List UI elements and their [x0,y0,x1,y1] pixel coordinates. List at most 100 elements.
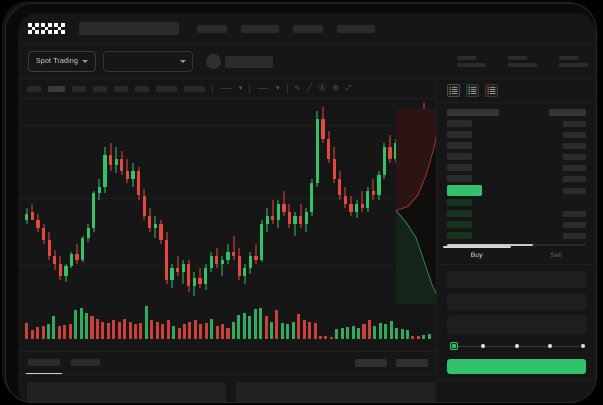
order-book[interactable] [437,103,596,241]
candle [360,103,364,296]
candle [136,103,141,296]
candle-body [81,237,85,260]
market-stat [457,56,486,67]
candle-body [343,195,347,204]
order-tab-sell[interactable]: Sell [550,252,563,259]
global-search-input[interactable] [79,22,179,35]
candle [293,103,297,296]
orderbook-size [563,175,586,182]
timeframe-button-6[interactable] [156,85,177,92]
candle-wick [182,259,184,284]
volume-bar [324,336,328,339]
candle [215,103,219,296]
okx-logo[interactable] [28,23,65,34]
top-nav [18,13,596,45]
magnet-icon[interactable]: Ⓐ [318,85,326,92]
bottom-tab-order-history[interactable] [71,359,100,366]
volume-bar [90,316,94,339]
volume-bar [210,319,214,339]
pencil-icon[interactable]: ╱ [307,85,312,92]
active-tab-underline [443,246,511,248]
candle [30,103,34,296]
timeframe-button-3[interactable] [93,85,107,92]
orderbook-header [447,107,586,118]
orderbook-mode-both-icon[interactable] [447,84,460,97]
candle-body [237,255,241,276]
slider-stop-100[interactable] [581,344,585,348]
chart-type-chevron-icon[interactable]: ▾ [238,85,243,92]
timeframe-button-0[interactable] [27,85,41,92]
order-amount-input[interactable] [447,293,586,310]
candle [259,103,264,296]
orderbook-mode-asks-icon[interactable] [485,84,498,97]
candle-wick [294,211,296,236]
nav-link-4[interactable] [337,24,375,33]
timeframe-button-1[interactable] [48,85,65,92]
settings-gear-icon[interactable]: ⚙ [332,85,339,92]
price-chart[interactable] [18,99,436,302]
slider-handle[interactable] [450,342,458,350]
candle-body [265,215,269,224]
timeframe-button-5[interactable] [135,85,149,92]
amount-percent-slider[interactable] [450,341,585,351]
candle-body [109,155,113,166]
nav-link-3[interactable] [293,24,323,33]
divider [437,102,596,103]
candle-body [338,179,342,196]
volume-bar [85,312,89,339]
volume-bar [193,319,197,339]
drawing-line-icon[interactable]: ∿ [294,85,301,92]
orderbook-price [447,221,472,228]
candle-body [259,223,264,260]
slider-stop-50[interactable] [514,344,519,348]
orderbook-bid-row [447,208,586,219]
candle-body [53,255,57,264]
order-tab-buy[interactable]: Buy [437,246,517,264]
candle-body [366,191,370,208]
timeframe-button-7[interactable] [184,85,205,92]
compare-icon[interactable]: ⸺ [257,85,269,92]
volume-bar [416,336,420,339]
indicators-icon[interactable]: ⸺ [220,85,232,92]
candle [287,103,292,296]
market-stat-value [457,63,486,67]
nav-link-1[interactable] [197,24,227,33]
fullscreen-icon[interactable]: ⤢ [345,85,352,92]
candle [377,103,381,296]
candle [254,103,258,296]
candle-body [394,143,398,160]
bottom-action-2[interactable] [396,358,428,367]
candle-body [25,213,29,220]
volume-bar [128,321,132,339]
trading-pair-select[interactable] [103,51,194,72]
timeframe-button-2[interactable] [72,85,86,92]
timeframe-button-4[interactable] [114,85,128,92]
orderbook-size [563,131,586,138]
orderbook-price [447,142,472,149]
candle [204,103,208,296]
market-stats [457,56,596,67]
order-price-input[interactable] [447,271,586,288]
bottom-action-1[interactable] [355,358,387,367]
candle [321,103,325,296]
volume-bar [215,325,219,339]
order-form [437,265,596,351]
trading-mode-select[interactable]: Spot Trading [28,51,97,72]
orderbook-ask-row [447,173,586,184]
place-buy-order-button[interactable] [447,359,586,374]
slider-stop-25[interactable] [481,344,486,348]
candle-body [326,139,331,160]
candle-body [231,251,236,256]
volume-bar [357,327,361,339]
volume-bar [242,312,246,339]
compare-chevron-icon[interactable]: ▾ [275,85,280,92]
volume-bar [139,322,143,339]
volume-bar [101,321,105,339]
nav-link-2[interactable] [241,24,279,33]
bottom-tab-open-orders[interactable] [26,359,62,374]
orderbook-size [563,210,586,217]
order-total-input[interactable] [447,315,586,334]
slider-stop-75[interactable] [547,344,552,348]
candle-body [299,215,303,224]
orderbook-mode-bids-icon[interactable] [466,84,479,97]
